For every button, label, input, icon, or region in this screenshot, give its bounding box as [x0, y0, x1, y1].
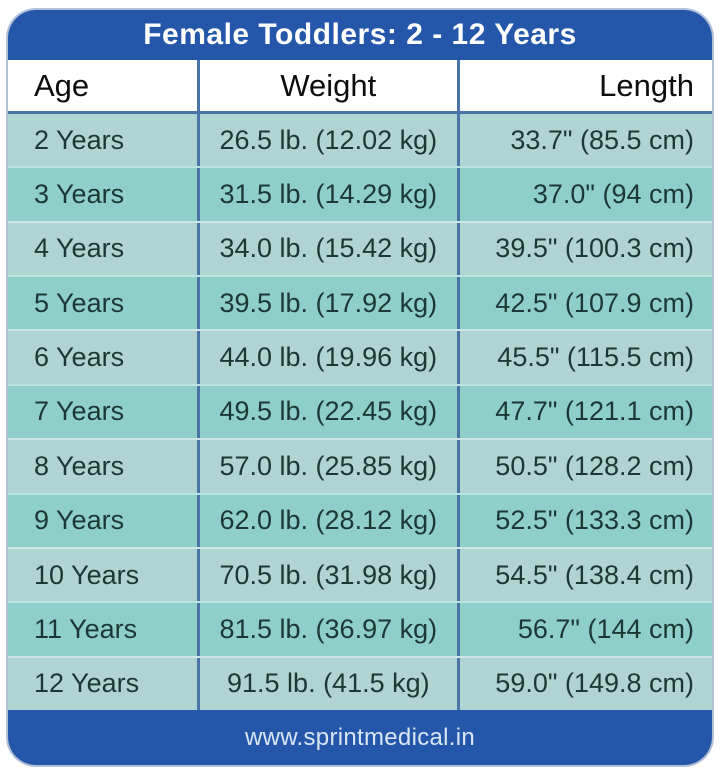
length-cell: 42.5" (107.9 cm) — [495, 287, 694, 318]
card-header: Female Toddlers: 2 - 12 Years — [8, 10, 712, 60]
weight-cell: 62.0 lb. (28.12 kg) — [196, 494, 460, 547]
length-cell: 52.5" (133.3 cm) — [495, 505, 694, 536]
table-row: 2 Years 26.5 lb. (12.02 kg) 33.7" (85.5 cm… — [8, 114, 712, 167]
weight-cell: 81.5 lb. (36.97 kg) — [196, 603, 460, 656]
length-cell: 59.0" (149.8 cm) — [495, 668, 694, 699]
age-cell: 12 Years — [34, 668, 140, 699]
table-row: 4 Years 34.0 lb. (15.42 kg) 39.5" (100.3 c… — [8, 220, 712, 276]
age-cell: 10 Years — [34, 559, 140, 590]
length-cell: 56.7" (144 cm) — [517, 613, 694, 644]
weight-cell: 44.0 lb. (19.96 kg) — [196, 331, 460, 384]
weight-cell: 70.5 lb. (31.98 kg) — [196, 548, 460, 602]
age-cell: 6 Years — [34, 342, 125, 373]
length-cell: 47.7" (121.1 cm) — [495, 396, 694, 427]
table-row: 6 Years 44.0 lb. (19.96 kg) 45.5" (115.5 c… — [8, 329, 712, 384]
weight-cell: 31.5 lb. (14.29 kg) — [196, 168, 460, 221]
table-row: 7 Years 49.5 lb. (22.45 kg) 47.7" (121.1 c… — [8, 383, 712, 439]
age-cell: 8 Years — [34, 450, 125, 481]
table-row: 3 Years 31.5 lb. (14.29 kg) 37.0" (94 cm) — [8, 166, 712, 221]
column-header-age: Age — [34, 67, 90, 103]
table-header-row: Age Weight Length — [8, 60, 712, 114]
column-header-length: Length — [599, 67, 694, 103]
table-row: 9 Years 62.0 lb. (28.12 kg) 52.5" (133.3 c… — [8, 492, 712, 547]
footer-url: www.sprintmedical.in — [244, 723, 476, 751]
age-cell: 4 Years — [34, 233, 125, 264]
column-header-weight: Weight — [196, 60, 460, 111]
length-cell: 50.5" (128.2 cm) — [495, 450, 694, 481]
table-row: 11 Years 81.5 lb. (36.97 kg) 56.7" (144 cm… — [8, 601, 712, 656]
page-title: Female Toddlers: 2 - 12 Years — [143, 18, 577, 51]
weight-cell: 34.0 lb. (15.42 kg) — [196, 222, 460, 276]
weight-cell: 57.0 lb. (25.85 kg) — [196, 440, 460, 493]
length-cell: 37.0" (94 cm) — [532, 179, 694, 210]
length-cell: 54.5" (138.4 cm) — [495, 559, 694, 590]
age-cell: 9 Years — [34, 505, 125, 536]
length-cell: 33.7" (85.5 cm) — [510, 124, 694, 155]
age-cell: 11 Years — [34, 613, 138, 644]
length-cell: 45.5" (115.5 cm) — [497, 342, 694, 373]
growth-chart-card: Female Toddlers: 2 - 12 Years Age Weight… — [6, 8, 714, 767]
age-cell: 3 Years — [34, 179, 125, 210]
age-cell: 2 Years — [34, 124, 125, 155]
age-cell: 5 Years — [34, 287, 125, 318]
weight-cell: 39.5 lb. (17.92 kg) — [196, 277, 460, 330]
table-row: 10 Years 70.5 lb. (31.98 kg) 54.5" (138.4 … — [8, 546, 712, 602]
card-footer: www.sprintmedical.in — [8, 710, 712, 765]
table-row: 12 Years 91.5 lb. (41.5 kg) 59.0" (149.8 c… — [8, 655, 712, 710]
age-cell: 7 Years — [34, 396, 125, 427]
table-body: 2 Years 26.5 lb. (12.02 kg) 33.7" (85.5 cm… — [8, 114, 712, 710]
weight-cell: 49.5 lb. (22.45 kg) — [196, 385, 460, 439]
table-row: 8 Years 57.0 lb. (25.85 kg) 50.5" (128.2 c… — [8, 438, 712, 493]
weight-cell: 26.5 lb. (12.02 kg) — [196, 114, 460, 167]
table-row: 5 Years 39.5 lb. (17.92 kg) 42.5" (107.9 c… — [8, 275, 712, 330]
length-cell: 39.5" (100.3 cm) — [495, 233, 694, 264]
weight-cell: 91.5 lb. (41.5 kg) — [196, 657, 460, 710]
